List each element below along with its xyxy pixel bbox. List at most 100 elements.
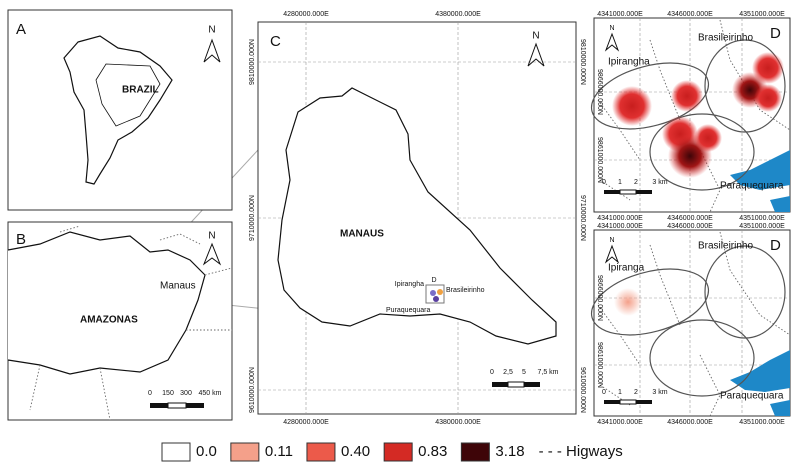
label: N bbox=[208, 231, 215, 242]
legend-swatch bbox=[307, 443, 335, 461]
figure: A N BRAZIL B N Manaus AMAZONAS 0 150 300… bbox=[0, 0, 794, 465]
rect-shape bbox=[168, 403, 186, 408]
label: N bbox=[609, 237, 614, 244]
label: Puraquequara bbox=[386, 307, 430, 314]
label: 4351000.000E bbox=[739, 215, 785, 222]
label: D bbox=[770, 237, 781, 254]
label: 3 km bbox=[652, 389, 667, 396]
label: 4341000.000E bbox=[597, 11, 643, 18]
label: 9810000.000N bbox=[249, 39, 256, 85]
rect-shape bbox=[150, 403, 168, 408]
label: 4380000.000E bbox=[435, 419, 481, 426]
label: A bbox=[16, 21, 26, 38]
label: Manaus bbox=[160, 281, 196, 292]
label: 2 bbox=[634, 179, 638, 186]
label: 4351000.000E bbox=[739, 419, 785, 426]
rect-shape bbox=[636, 400, 652, 404]
heat bbox=[612, 86, 652, 126]
label: 0 bbox=[602, 179, 606, 186]
label: Paraquequara bbox=[720, 181, 784, 192]
heat bbox=[671, 80, 703, 112]
label: Ipirangha bbox=[608, 57, 650, 68]
label: 2 bbox=[634, 389, 638, 396]
legend-label: 0.83 bbox=[418, 443, 447, 460]
label: 2,5 bbox=[503, 369, 513, 376]
label: 0 bbox=[490, 369, 494, 376]
label: 4280000.000E bbox=[283, 419, 329, 426]
label: 450 km bbox=[199, 390, 222, 397]
label: 4341000.000E bbox=[597, 215, 643, 222]
label: D bbox=[431, 277, 436, 284]
label: 4351000.000E bbox=[739, 223, 785, 230]
label: 150 bbox=[162, 390, 174, 397]
rect-shape bbox=[508, 382, 524, 387]
label: 4351000.000E bbox=[739, 11, 785, 18]
rect-shape bbox=[524, 382, 540, 387]
legend-label: 3.18 bbox=[495, 443, 524, 460]
rect-shape bbox=[604, 190, 620, 194]
label: 9866000.000N bbox=[596, 69, 603, 115]
label: Ipirangha bbox=[395, 281, 424, 288]
rect-shape bbox=[620, 400, 636, 404]
label: 9610000.000N bbox=[249, 367, 256, 413]
label: 1 bbox=[618, 179, 622, 186]
panel-d-top: 4341000.000E 4346000.000E 4351000.000E 4… bbox=[584, 11, 790, 222]
heat bbox=[614, 288, 642, 316]
label: Paraquequara bbox=[720, 391, 784, 402]
label: 300 bbox=[180, 390, 192, 397]
label: N bbox=[208, 25, 215, 36]
point bbox=[433, 296, 439, 302]
label: 4346000.000E bbox=[667, 11, 713, 18]
legend-label: 0.11 bbox=[265, 443, 293, 460]
label: 5 bbox=[522, 369, 526, 376]
legend-swatch bbox=[461, 443, 489, 461]
point bbox=[430, 290, 436, 296]
label: 4346000.000E bbox=[667, 215, 713, 222]
label: C bbox=[270, 33, 281, 50]
label: 7,5 km bbox=[537, 369, 558, 376]
label: 4341000.000E bbox=[597, 419, 643, 426]
rect-shape bbox=[604, 400, 620, 404]
label: MANAUS bbox=[340, 229, 384, 240]
label: B bbox=[16, 231, 26, 248]
label: Brasileirinho bbox=[698, 241, 753, 252]
legend-label: 0.40 bbox=[341, 443, 370, 460]
heat bbox=[754, 84, 782, 112]
label: D bbox=[770, 25, 781, 42]
label: 9866000.000N bbox=[596, 275, 603, 321]
label: 0 bbox=[148, 390, 152, 397]
legend-highways: - - - Higways bbox=[539, 443, 623, 460]
rect-shape bbox=[636, 190, 652, 194]
legend-swatch bbox=[162, 443, 190, 461]
label: AMAZONAS bbox=[80, 315, 138, 326]
rect-shape bbox=[186, 403, 204, 408]
label: 1 bbox=[618, 389, 622, 396]
label: 4346000.000E bbox=[667, 223, 713, 230]
label: N bbox=[532, 31, 539, 42]
label: 4346000.000E bbox=[667, 419, 713, 426]
label: 9710000.000N bbox=[579, 195, 586, 241]
label: 9861000.000N bbox=[596, 137, 603, 183]
point bbox=[437, 289, 443, 295]
panel-b: B N Manaus AMAZONAS 0 150 300 450 km bbox=[8, 222, 232, 420]
rect-shape bbox=[620, 190, 636, 194]
label: 0 bbox=[602, 389, 606, 396]
label: 9861000.000N bbox=[596, 342, 603, 388]
panel-a: A N BRAZIL bbox=[8, 10, 232, 210]
panel-d-bottom: 4341000.000E 4346000.000E 4351000.000E 4… bbox=[584, 223, 790, 426]
label: 9810000.000N bbox=[579, 39, 586, 85]
label: Brasileirinho bbox=[698, 33, 753, 44]
label: N bbox=[609, 25, 614, 32]
label: Ipiranga bbox=[608, 263, 645, 274]
heat bbox=[694, 124, 722, 152]
label: 9610000.000N bbox=[579, 367, 586, 413]
panel-c: 4280000.000E 4380000.000E 4280000.000E 4… bbox=[249, 11, 586, 426]
label: BRAZIL bbox=[122, 85, 159, 96]
label: 4341000.000E bbox=[597, 223, 643, 230]
legend-swatch bbox=[384, 443, 412, 461]
label: 4280000.000E bbox=[283, 11, 329, 18]
legend: 0.0 0.11 0.40 0.83 3.18 - - - Higways bbox=[162, 443, 623, 461]
label: Brasileirinho bbox=[446, 287, 485, 294]
legend-swatch bbox=[231, 443, 259, 461]
legend-label: 0.0 bbox=[196, 443, 217, 460]
